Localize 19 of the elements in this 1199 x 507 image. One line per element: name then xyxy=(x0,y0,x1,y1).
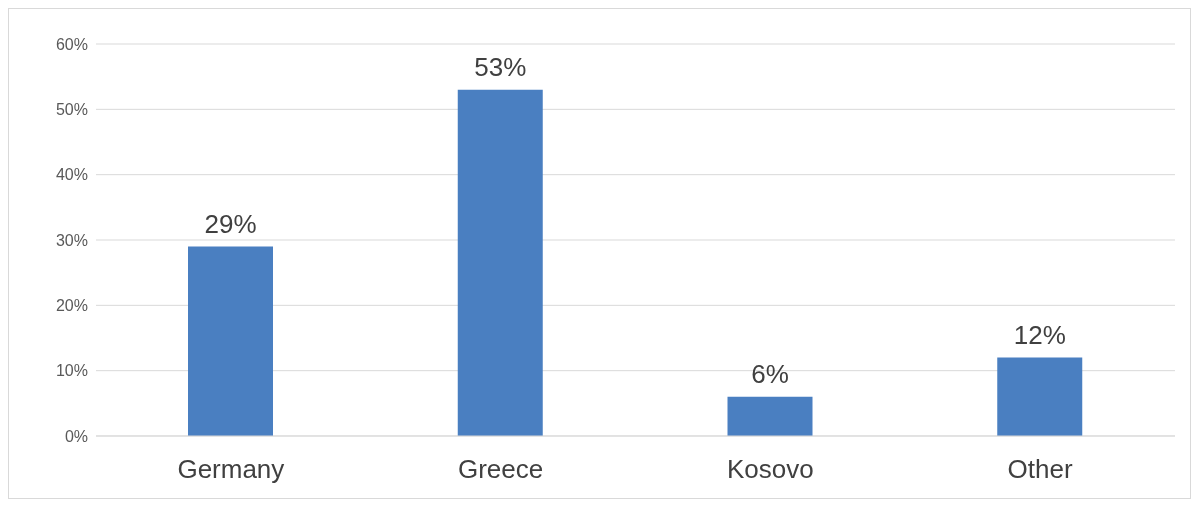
x-tick-label: Other xyxy=(1007,454,1073,485)
data-label: 12% xyxy=(1013,319,1066,350)
y-tick-label: 20% xyxy=(55,297,88,315)
y-tick-label: 10% xyxy=(55,362,88,380)
data-label: 29% xyxy=(204,208,257,239)
bar xyxy=(188,246,273,436)
x-tick-label: Kosovo xyxy=(727,454,814,485)
x-tick-label: Greece xyxy=(457,454,544,485)
y-tick-label: 50% xyxy=(55,101,88,119)
x-tick-label: Germany xyxy=(177,454,285,485)
data-label: 53% xyxy=(474,51,527,82)
y-tick-label: 60% xyxy=(55,35,88,53)
bar xyxy=(457,89,543,436)
bar xyxy=(727,396,813,436)
y-tick-label: 0% xyxy=(64,427,88,445)
bar xyxy=(997,357,1083,436)
data-label: 6% xyxy=(751,358,789,389)
y-tick-label: 40% xyxy=(55,166,88,184)
y-tick-label: 30% xyxy=(55,231,88,249)
